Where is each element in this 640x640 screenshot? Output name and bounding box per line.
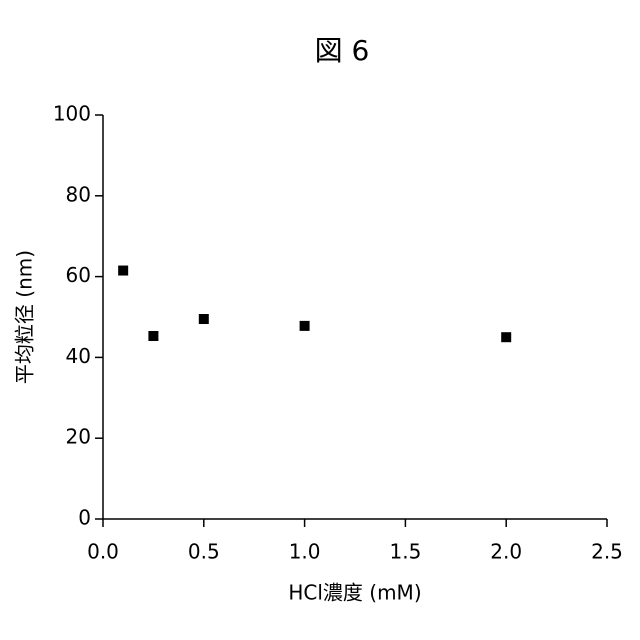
x-tick-label: 0.5 bbox=[188, 540, 220, 564]
y-tick-label: 80 bbox=[66, 182, 91, 206]
y-tick-label: 60 bbox=[66, 263, 91, 287]
x-tick-label: 1.0 bbox=[289, 540, 321, 564]
point bbox=[300, 321, 310, 331]
point bbox=[148, 331, 158, 341]
y-tick-label: 100 bbox=[53, 102, 91, 126]
point bbox=[118, 266, 128, 276]
y-tick-label: 0 bbox=[78, 506, 91, 530]
y-tick-label: 20 bbox=[66, 425, 91, 449]
point bbox=[199, 314, 209, 324]
x-tick-label: 0.0 bbox=[87, 540, 119, 564]
y-tick-label: 40 bbox=[66, 344, 91, 368]
chart: 図 6 HCl濃度 (mM) 平均粒径 (nm) 0 20 40 60 80 100 0.0… bbox=[0, 0, 640, 640]
x-axis-label: HCl濃度 (mM) bbox=[288, 581, 421, 605]
x-tick-label: 1.5 bbox=[389, 540, 421, 564]
point bbox=[501, 332, 511, 342]
chart-title: 図 6 bbox=[315, 34, 370, 67]
x-tick-label: 2.5 bbox=[591, 540, 623, 564]
x-tick-label: 2.0 bbox=[490, 540, 522, 564]
y-axis-label: 平均粒径 (nm) bbox=[13, 250, 37, 384]
